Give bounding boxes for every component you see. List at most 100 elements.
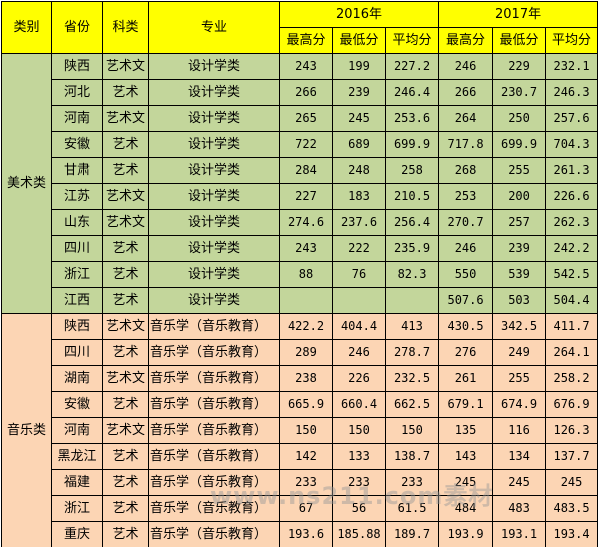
score-2017-avg: 245 (545, 469, 598, 496)
score-2016-avg: 61.5 (384, 495, 440, 522)
major-cell: 音乐学（音乐教育） (148, 313, 280, 340)
table-row: 河南 艺术文 设计学类 265 245 253.6 264 250 257.6 (2, 105, 598, 132)
header-2016-min: 最低分 (332, 27, 386, 54)
score-2017-min: 699.9 (492, 131, 547, 158)
score-2017-avg: 264.1 (545, 339, 598, 366)
score-2017-avg: 257.6 (545, 105, 598, 132)
score-2017-min: 255 (492, 365, 547, 392)
table-body: 美术类 陕西 艺术文 设计学类 243 199 227.2 246 229 232.1 河北 艺术 设计… (1, 53, 598, 547)
score-2017-min: 250 (492, 105, 547, 132)
subject-cell: 艺术 (102, 157, 149, 184)
score-2016-min: 239 (332, 79, 386, 106)
header-category: 类别 (1, 1, 52, 54)
score-2017-avg: 261.3 (545, 157, 598, 184)
province-cell: 甘肃 (51, 157, 103, 184)
score-2016-max: 665.9 (279, 391, 333, 418)
score-2017-max: 246 (438, 235, 494, 262)
score-2017-avg: 226.6 (545, 183, 598, 210)
table-row: 浙江 艺术 音乐学（音乐教育） 67 56 61.5 484 483 483.5 (2, 495, 598, 522)
score-2016-max: 265 (279, 105, 333, 132)
province-cell: 四川 (51, 339, 103, 366)
score-2017-min: 503 (492, 287, 547, 314)
score-2017-min: 239 (492, 235, 547, 262)
score-2017-avg: 542.5 (545, 261, 598, 288)
province-cell: 河北 (51, 79, 103, 106)
score-2016-max: 227 (279, 183, 333, 210)
score-2016-min: 185.88 (332, 521, 386, 547)
score-2016-min: 660.4 (332, 391, 386, 418)
score-2016-min: 233 (332, 469, 386, 496)
score-2017-max: 135 (438, 417, 494, 444)
major-cell: 音乐学（音乐教育） (148, 495, 280, 522)
score-2017-max: 143 (438, 443, 494, 470)
major-cell: 音乐学（音乐教育） (148, 443, 280, 470)
table-row: 甘肃 艺术 设计学类 284 248 258 268 255 261.3 (2, 157, 598, 184)
header-2017-max: 最高分 (438, 27, 494, 54)
score-2016-min: 76 (332, 261, 386, 288)
subject-cell: 艺术文 (102, 313, 149, 340)
score-2016-max: 193.6 (279, 521, 333, 547)
score-2017-max: 430.5 (438, 313, 494, 340)
score-2017-avg: 242.2 (545, 235, 598, 262)
major-cell: 音乐学（音乐教育） (148, 365, 280, 392)
score-2016-avg: 227.2 (384, 53, 440, 80)
province-cell: 四川 (51, 235, 103, 262)
score-2016-min: 56 (332, 495, 386, 522)
subject-cell: 艺术 (102, 79, 149, 106)
score-2017-min: 483 (492, 495, 547, 522)
score-2017-avg: 137.7 (545, 443, 598, 470)
score-2017-min: 255 (492, 157, 547, 184)
score-2016-min: 404.4 (332, 313, 386, 340)
score-2016-max: 238 (279, 365, 333, 392)
major-cell: 音乐学（音乐教育） (148, 417, 280, 444)
major-cell: 设计学类 (148, 261, 280, 288)
header-major: 专业 (148, 1, 280, 54)
score-2016-max: 284 (279, 157, 333, 184)
major-cell: 设计学类 (148, 209, 280, 236)
province-cell: 安徽 (51, 391, 103, 418)
score-2016-avg: 256.4 (384, 209, 440, 236)
score-2017-avg: 246.3 (545, 79, 598, 106)
subject-cell: 艺术文 (102, 209, 149, 236)
major-cell: 设计学类 (148, 183, 280, 210)
category-cell: 音乐类 (1, 313, 52, 547)
table-row: 福建 艺术 音乐学（音乐教育） 233 233 233 245 245 245 (2, 469, 598, 496)
score-2017-min: 674.9 (492, 391, 547, 418)
score-2016-max: 233 (279, 469, 333, 496)
score-2016-avg: 699.9 (384, 131, 440, 158)
major-cell: 设计学类 (148, 105, 280, 132)
score-2016-max: 243 (279, 235, 333, 262)
table-row: 四川 艺术 音乐学（音乐教育） 289 246 278.7 276 249 264.1 (2, 339, 598, 366)
table-row: 黑龙江 艺术 音乐学（音乐教育） 142 133 138.7 143 134 137.7 (2, 443, 598, 470)
score-2017-avg: 126.3 (545, 417, 598, 444)
score-2016-avg: 82.3 (384, 261, 440, 288)
province-cell: 湖南 (51, 365, 103, 392)
subject-cell: 艺术 (102, 443, 149, 470)
score-2016-avg: 246.4 (384, 79, 440, 106)
score-2017-avg: 262.3 (545, 209, 598, 236)
score-2017-min: 257 (492, 209, 547, 236)
subject-cell: 艺术 (102, 287, 149, 314)
score-2017-max: 270.7 (438, 209, 494, 236)
score-2017-min: 200 (492, 183, 547, 210)
table-row: 山东 艺术文 设计学类 274.6 237.6 256.4 270.7 257 262.3 (2, 209, 598, 236)
header-row-top: 类别 省份 科类 专业 2016年 2017年 (1, 1, 598, 54)
table-row: 浙江 艺术 设计学类 88 76 82.3 550 539 542.5 (2, 261, 598, 288)
score-2016-avg: 253.6 (384, 105, 440, 132)
score-2017-max: 276 (438, 339, 494, 366)
score-2017-max: 507.6 (438, 287, 494, 314)
header-2016-max: 最高分 (279, 27, 333, 54)
province-cell: 河南 (51, 105, 103, 132)
subject-cell: 艺术 (102, 131, 149, 158)
score-2017-avg: 193.4 (545, 521, 598, 547)
table-row: 安徽 艺术 音乐学（音乐教育） 665.9 660.4 662.5 679.1 674.9 67… (2, 391, 598, 418)
score-2017-min: 193.1 (492, 521, 547, 547)
score-2017-avg: 232.1 (545, 53, 598, 80)
score-2016-avg: 413 (384, 313, 440, 340)
subject-cell: 艺术 (102, 235, 149, 262)
score-2017-avg: 258.2 (545, 365, 598, 392)
province-cell: 江西 (51, 287, 103, 314)
major-cell: 设计学类 (148, 235, 280, 262)
